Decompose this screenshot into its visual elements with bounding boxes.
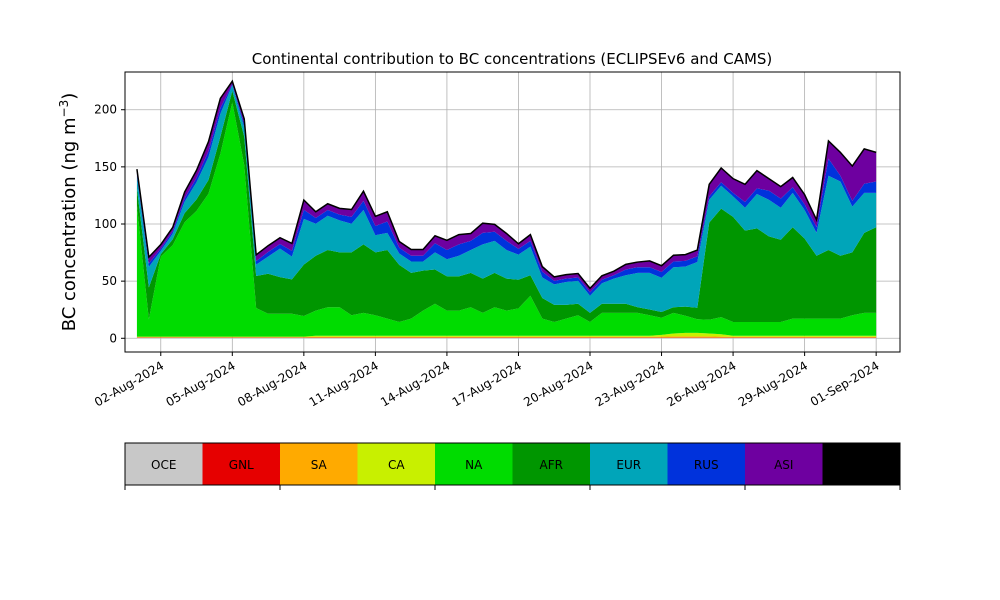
- area-series-sa: [136, 336, 877, 338]
- x-tick-label: 29-Aug-2024: [736, 358, 810, 409]
- y-tick-label: 100: [94, 217, 117, 231]
- legend-label-rus: RUS: [694, 458, 719, 472]
- legend-swatch-na: [435, 443, 513, 485]
- x-tick-label: 17-Aug-2024: [450, 358, 524, 409]
- legend-label-na: NA: [465, 458, 483, 472]
- legend-swatch-oce: [125, 443, 203, 485]
- legend-swatch-sa: [280, 443, 358, 485]
- legend-label-gnl: GNL: [229, 458, 254, 472]
- y-axis-label-text: BC concentration (ng m: [59, 117, 80, 331]
- plot-frame: [124, 71, 901, 353]
- legend-swatch-afr: [512, 443, 590, 485]
- y-tick-label: 200: [94, 103, 117, 117]
- legend-label-ca: CA: [388, 458, 405, 472]
- total-line: [136, 79, 877, 290]
- y-tick-label: 150: [94, 160, 117, 174]
- area-series-ca: [136, 332, 877, 338]
- area-series-asi: [136, 81, 877, 293]
- legend-swatch-rus: [667, 443, 745, 485]
- legend-swatch-ca: [357, 443, 435, 485]
- legend-swatch-asi: [745, 443, 823, 485]
- x-tick-label: 01-Sep-2024: [808, 358, 882, 409]
- x-tick-label: 23-Aug-2024: [593, 358, 667, 409]
- x-tick-label: 26-Aug-2024: [664, 358, 738, 409]
- x-tick-label: 02-Aug-2024: [92, 358, 166, 409]
- area-series-afr: [136, 90, 877, 323]
- plot-area: 0 50 100 150 200 02-Aug-202405-Aug-202408-Aug…: [92, 71, 901, 409]
- area-series-eur: [136, 85, 877, 313]
- legend-label-sa: SA: [311, 458, 328, 472]
- area-series-rus: [136, 84, 877, 296]
- area-series-oce: [136, 337, 877, 339]
- x-tick-label: 20-Aug-2024: [521, 358, 595, 409]
- legend-label-afr: AFR: [540, 458, 563, 472]
- y-tick-label: 0: [109, 331, 117, 345]
- legend-frame: [124, 442, 901, 486]
- legend-swatch-aus: [822, 443, 900, 485]
- x-tick-label: 05-Aug-2024: [164, 358, 238, 409]
- legend-swatch-gnl: [202, 443, 280, 485]
- legend-swatch-eur: [590, 443, 668, 485]
- legend-label-asi: ASI: [774, 458, 793, 472]
- x-tick-label: 11-Aug-2024: [307, 358, 381, 409]
- y-axis-label-close: ): [59, 93, 80, 100]
- legend-colorbar: OCE GNL SA CA NA AFR EUR RUS ASI AUS: [124, 442, 901, 490]
- y-axis-label-exponent: −3: [57, 100, 71, 118]
- x-tick-label: 08-Aug-2024: [235, 358, 309, 409]
- legend-label-eur: EUR: [616, 458, 641, 472]
- legend-label-oce: OCE: [151, 458, 176, 472]
- y-axis-label: BC concentration (ng m−3): [57, 93, 80, 332]
- chart-title: Continental contribution to BC concentra…: [252, 50, 773, 68]
- x-tick-label: 14-Aug-2024: [378, 358, 452, 409]
- area-series-na: [136, 102, 877, 337]
- y-tick-label: 50: [102, 274, 117, 288]
- legend-label-aus: AUS: [849, 458, 874, 472]
